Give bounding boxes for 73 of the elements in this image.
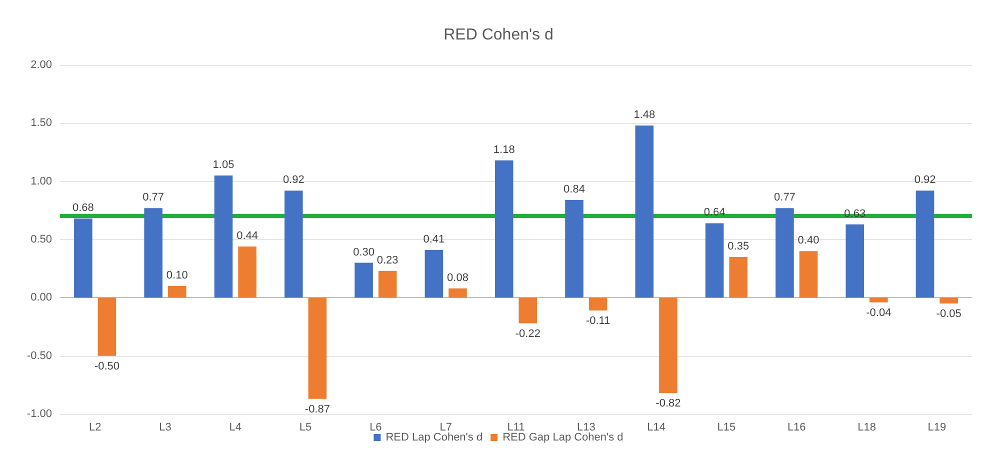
bar — [308, 298, 327, 399]
x-tick-label: L11 — [507, 422, 525, 434]
bar — [494, 160, 514, 298]
bar — [238, 246, 256, 298]
y-tick-label: 1.50 — [30, 117, 52, 130]
data-label: 1.05 — [212, 159, 234, 172]
data-label: -0.87 — [304, 403, 330, 416]
data-label: -0.05 — [936, 308, 962, 320]
data-label: -0.11 — [586, 314, 610, 327]
y-tick-label: 1.00 — [30, 175, 52, 188]
data-label: 1.18 — [493, 144, 515, 156]
legend-label: RED Lap Cohen's d — [386, 432, 483, 444]
y-tick-label: -1.00 — [26, 408, 52, 420]
y-tick-label: 2.00 — [30, 59, 52, 71]
bar — [588, 298, 608, 310]
bar — [916, 190, 934, 298]
chart-title: RED Cohen's d — [444, 26, 554, 44]
x-tick-label: L13 — [576, 422, 596, 434]
x-tick-label: L3 — [159, 422, 172, 434]
x-tick-label: L5 — [299, 422, 312, 434]
bar — [74, 218, 92, 298]
data-label: 0.35 — [728, 240, 750, 252]
bar — [424, 250, 444, 298]
bar — [448, 288, 467, 298]
bar — [729, 256, 748, 298]
data-label: 1.48 — [634, 108, 656, 121]
bar — [846, 224, 864, 298]
x-tick-label: L15 — [717, 422, 736, 434]
bar — [659, 298, 678, 394]
bar — [98, 298, 116, 356]
legend-label: RED Gap Lap Cohen's d — [502, 432, 624, 444]
bar — [168, 286, 186, 298]
y-tick-label: 0.50 — [30, 234, 52, 246]
x-tick-label: L16 — [787, 422, 806, 434]
data-label: -0.50 — [94, 360, 120, 372]
data-label: 0.84 — [564, 183, 585, 196]
bar — [565, 200, 584, 298]
bar — [378, 270, 397, 298]
data-label: 0.41 — [423, 233, 445, 246]
x-tick-label: L19 — [928, 422, 946, 434]
data-label: 0.77 — [774, 192, 796, 204]
data-label: -0.82 — [656, 398, 681, 410]
bar — [799, 251, 818, 298]
bar — [776, 208, 794, 298]
data-label: -0.22 — [515, 328, 540, 340]
x-tick-label: L14 — [647, 422, 666, 434]
data-label: 0.23 — [376, 254, 398, 266]
data-label: 0.30 — [353, 246, 375, 258]
x-tick-label: L7 — [440, 422, 452, 434]
bar — [284, 190, 303, 298]
data-label: 0.10 — [166, 270, 188, 282]
data-label: 0.77 — [142, 192, 164, 204]
bar — [354, 262, 373, 298]
data-label: 0.44 — [236, 230, 258, 242]
x-tick-label: L2 — [88, 422, 102, 434]
x-tick-label: L6 — [370, 422, 382, 434]
data-label: 0.08 — [447, 272, 468, 284]
y-tick-label: -0.50 — [26, 350, 52, 362]
bar — [870, 298, 888, 302]
x-tick-label: L18 — [858, 422, 876, 434]
bar — [144, 208, 162, 298]
bar — [705, 223, 724, 298]
x-tick-label: L4 — [229, 422, 242, 434]
y-tick-label: 0.00 — [30, 292, 52, 304]
data-label: 0.68 — [72, 202, 94, 214]
bar — [214, 176, 233, 298]
bar — [940, 298, 958, 304]
data-label: 0.92 — [914, 174, 936, 186]
data-label: 0.40 — [798, 234, 820, 247]
data-label: -0.04 — [866, 306, 892, 319]
bar — [518, 298, 538, 324]
data-label: 0.92 — [282, 174, 304, 186]
bar — [635, 125, 654, 298]
